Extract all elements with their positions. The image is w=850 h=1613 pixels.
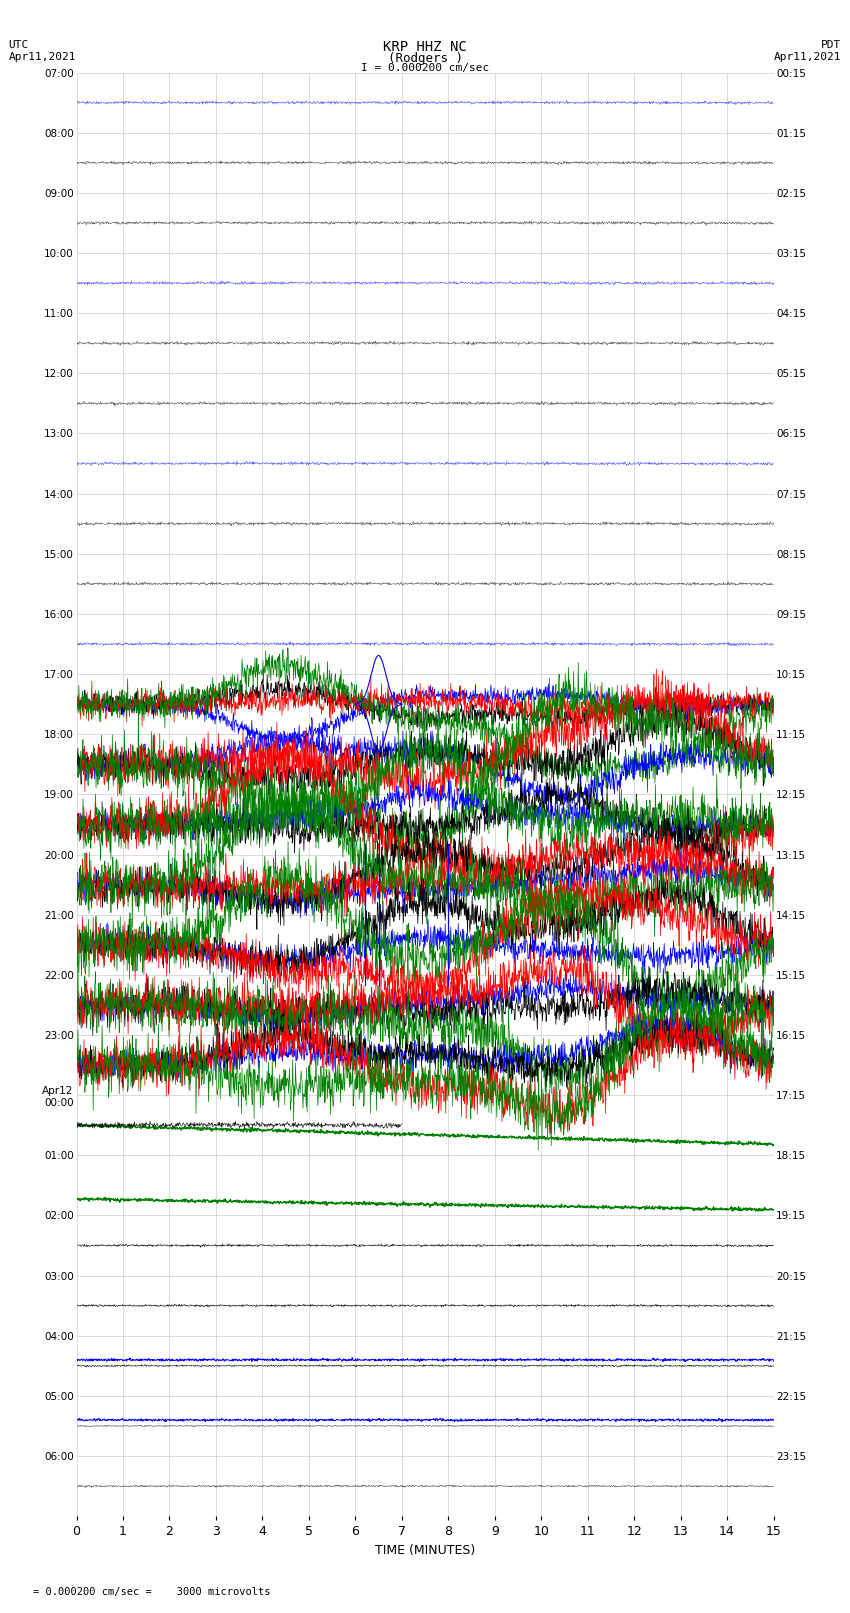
Text: Apr11,2021: Apr11,2021 [8, 52, 76, 61]
Text: Apr11,2021: Apr11,2021 [774, 52, 842, 61]
Text: (Rodgers ): (Rodgers ) [388, 52, 462, 65]
Text: KRP HHZ NC: KRP HHZ NC [383, 40, 467, 55]
Text: PDT: PDT [821, 40, 842, 50]
Text: = 0.000200 cm/sec =    3000 microvolts: = 0.000200 cm/sec = 3000 microvolts [8, 1587, 271, 1597]
X-axis label: TIME (MINUTES): TIME (MINUTES) [375, 1544, 475, 1557]
Text: UTC: UTC [8, 40, 29, 50]
Text: I = 0.000200 cm/sec: I = 0.000200 cm/sec [361, 63, 489, 73]
